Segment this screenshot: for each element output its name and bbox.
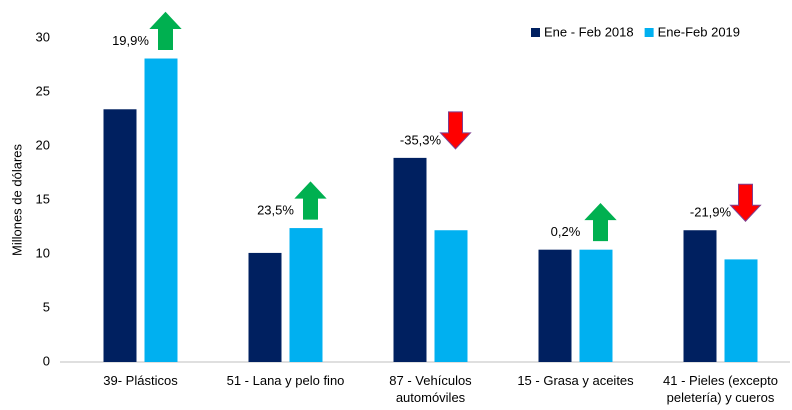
y-tick-label: 25 [36,83,50,98]
annotation: 19,9% [112,33,149,48]
x-tick-label: 51 - Lana y pelo fino [226,373,345,388]
y-tick-label: 0 [43,353,50,368]
bar [103,109,137,362]
y-tick-label: 20 [36,137,50,152]
annotation: 0,2% [551,224,581,239]
bar [724,259,758,362]
bar [248,252,282,362]
arrow-up [584,202,617,242]
legend-swatch [644,28,654,37]
x-tick-label: 41 - Pieles (excepto peletería) y cueros [663,373,778,405]
y-tick-label: 30 [36,29,50,44]
y-axis-label: Millones de dólares [9,144,24,257]
bar [434,230,468,362]
annotation: -21,9% [690,205,732,220]
y-tick-label: 5 [43,299,50,314]
arrow-up [294,181,327,220]
bar [683,230,717,362]
legend-swatch [531,28,540,37]
arrow-down [729,183,762,222]
bar [538,249,572,362]
y-tick-label: 10 [36,245,50,260]
bar [289,228,323,362]
legend-label: Ene - Feb 2018 [544,24,634,39]
x-tick-label: 15 - Grasa y aceites [517,373,634,388]
bar [579,249,613,362]
annotation: 23,5% [257,203,294,218]
arrow-down [439,111,472,150]
arrow-up [149,11,182,51]
annotation: -35,3% [400,132,442,147]
legend-label: Ene-Feb 2019 [658,24,740,39]
x-tick-label: 39- Plásticos [103,373,178,388]
y-tick-label: 15 [36,191,50,206]
bar [393,157,427,362]
x-tick-label: 87 - Vehículos automóviles [389,373,472,405]
bar [144,58,178,363]
